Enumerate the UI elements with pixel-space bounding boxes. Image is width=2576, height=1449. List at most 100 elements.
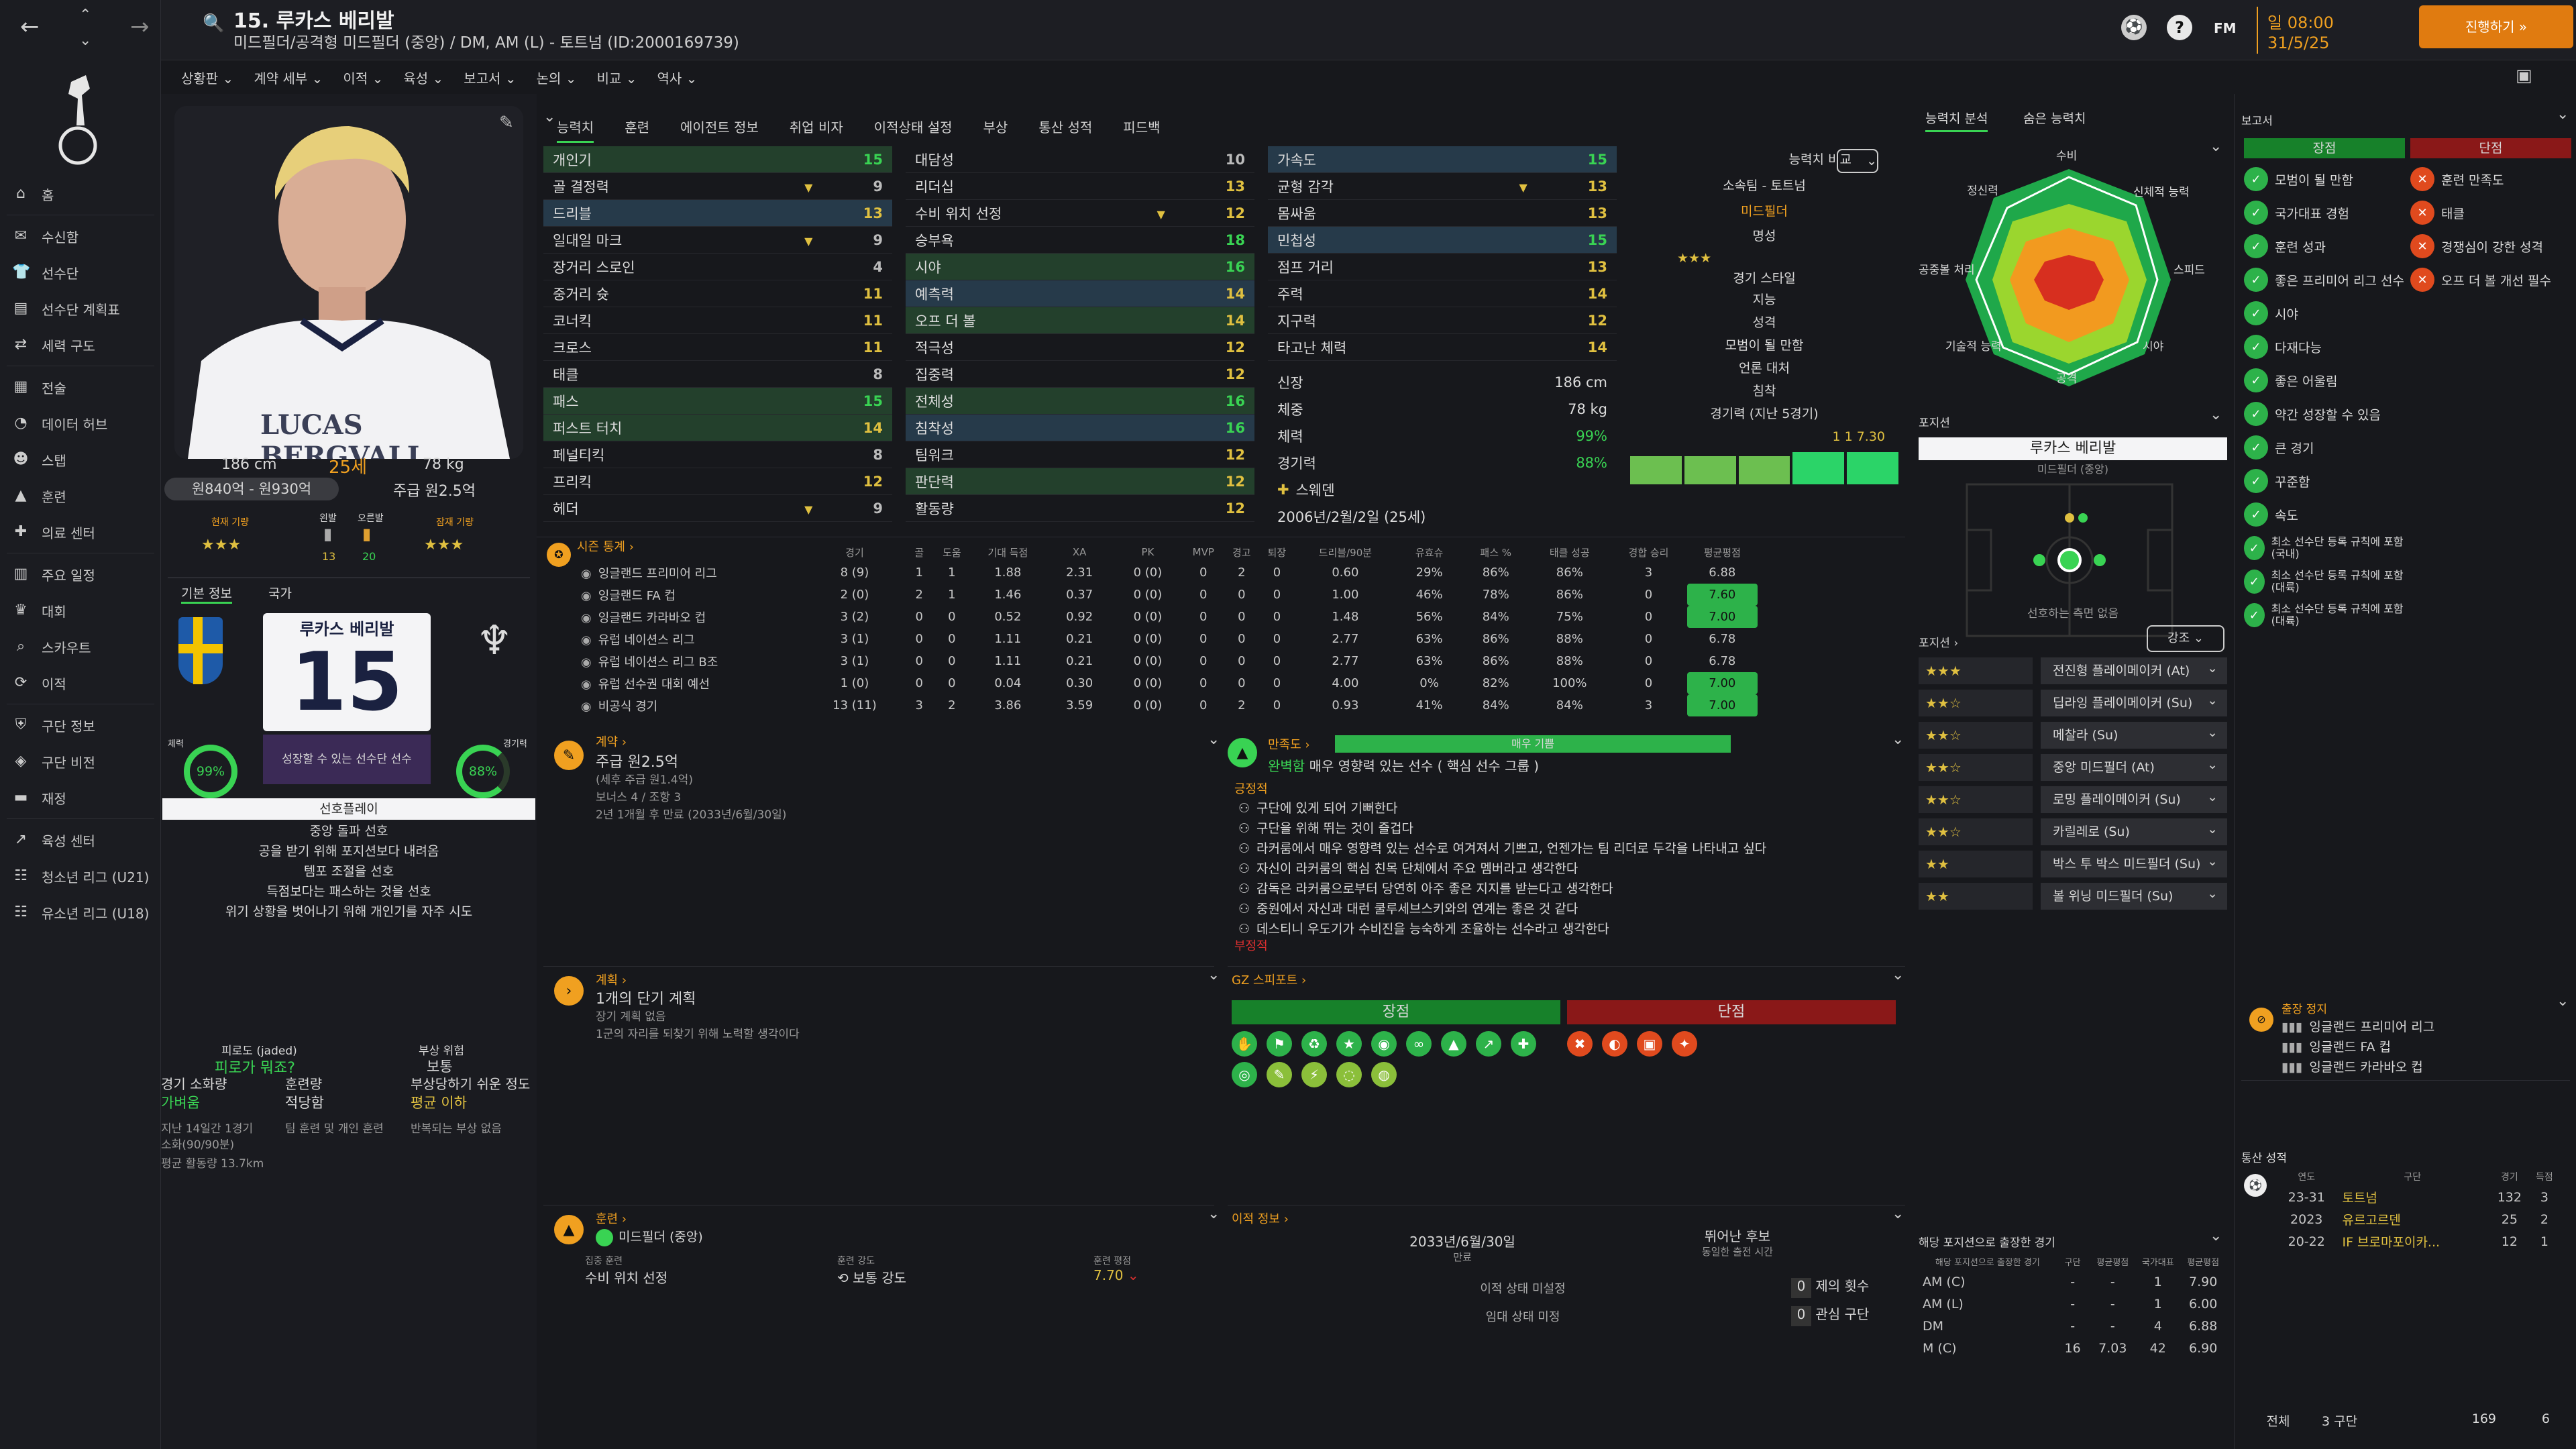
scout-weakness-icon[interactable]: ◐ [1602,1031,1627,1057]
scout-strength-icon[interactable]: ◌ [1336,1062,1362,1087]
attribute-row[interactable]: 골 결정력 ▼ 9 [543,173,892,200]
tab-item[interactable]: 통산 성적 [1038,119,1093,136]
attribute-row[interactable]: 팀워크 12 [906,441,1254,468]
nav-item-staff[interactable]: ☻ 스탭 [0,441,161,478]
stats-row[interactable]: ◉ 유럽 선수권 대회 예선 1 (0) 0 0 0.04 0.30 0 (0) 0 0 0 4.00… [577,672,1758,694]
role-select[interactable]: 딥라잉 플레이메이커 (Su) [2041,687,2227,716]
scout-strength-icon[interactable]: ⚑ [1267,1031,1292,1057]
compare-dropdown[interactable]: ⌄ [1837,149,1878,173]
happiness-title[interactable]: 만족도 › [1268,738,1310,752]
stats-header-cell[interactable]: 경고 [1232,546,1251,559]
nav-item-scout[interactable]: ⌕ 스카우트 [0,629,161,665]
scout-title[interactable]: GZ 스피포트 › [1232,973,1307,987]
training-title[interactable]: 훈련 › [596,1212,627,1226]
stats-header-cell[interactable]: 태클 성공 [1549,546,1590,559]
attribute-row[interactable]: 민첩성 15 [1268,227,1617,254]
attribute-row[interactable]: 개인기 15 [543,146,892,173]
tab-nation[interactable]: 국가 [268,586,292,601]
attribute-row[interactable]: 태클 8 [543,361,892,388]
subnav-item[interactable]: 역사 ⌄ [657,70,698,87]
fm-menu-button[interactable]: FM [2214,20,2237,36]
role-select[interactable]: 박스 투 박스 미드필더 (Su) [2041,848,2227,877]
scout-strength-icon[interactable]: ✎ [1267,1062,1292,1087]
stats-header-cell[interactable]: 경기 [845,546,864,559]
report-con-item[interactable]: ✕ 경쟁심이 강한 성격 [2410,229,2574,263]
roles-title[interactable]: 포지션 › [1919,637,1959,650]
tab-item[interactable]: 에이전트 정보 [680,119,759,136]
report-pro-item[interactable]: ✓ 좋은 어울림 [2244,364,2408,397]
scout-strength-icon[interactable]: ✚ [1511,1031,1536,1057]
subnav-item[interactable]: 육성 ⌄ [403,70,444,87]
attribute-row[interactable]: 수비 위치 선정 ▼ 12 [906,200,1254,227]
attribute-row[interactable]: 주력 14 [1268,280,1617,307]
attribute-row[interactable]: 집중력 12 [906,361,1254,388]
panel-collapse-icon[interactable]: ⌄ [543,109,556,125]
scout-strength-icon[interactable]: ⚡ [1301,1062,1327,1087]
forward-arrow-icon[interactable]: → [130,13,150,40]
report-pro-item[interactable]: ✓ 최소 선수단 등록 규칙에 포함(대륙) [2244,598,2408,632]
nav-item-shirt[interactable]: 👕 선수단 [0,254,161,290]
stats-row[interactable]: ◉ 비공식 경기 13 (11) 3 2 3.86 3.59 0 (0) 0 2 0 0.93 41% 8… [577,694,1758,716]
subnav-item[interactable]: 이적 ⌄ [343,70,384,87]
stats-row[interactable]: ◉ 유럽 네이션스 리그 3 (1) 0 0 1.11 0.21 0 (0) 0 0 0 2.77 63… [577,628,1758,650]
scout-weakness-icon[interactable]: ✖ [1567,1031,1593,1057]
layout-icon[interactable]: ▣ [2516,66,2532,86]
career-row[interactable]: 20-22 IF 브로마포이카... 12 1 [2275,1230,2557,1252]
stats-header-cell[interactable]: 패스 % [1480,546,1512,559]
nav-item-inbox[interactable]: ✉ 수신함 [0,218,161,254]
nav-item-u21[interactable]: ☷ 청소년 리그 (U21) [0,858,161,894]
career-row[interactable]: 2023 유르고르덴 25 2 [2275,1208,2557,1230]
edit-icon[interactable]: ✎ [499,113,514,133]
report-con-item[interactable]: ✕ 훈련 만족도 [2410,162,2574,196]
report-pro-item[interactable]: ✓ 최소 선수단 등록 규칙에 포함(대륙) [2244,565,2408,598]
report-con-item[interactable]: ✕ 오프 더 볼 개선 필수 [2410,263,2574,297]
report-pro-item[interactable]: ✓ 훈련 성과 [2244,229,2408,263]
scout-strength-icon[interactable]: ◎ [1232,1062,1257,1087]
subnav-item[interactable]: 논의 ⌄ [536,70,577,87]
collapse-icon[interactable]: ⌄ [2210,138,2222,155]
scout-strength-icon[interactable]: ♻ [1301,1031,1327,1057]
attribute-row[interactable]: 승부욕 18 [906,227,1254,254]
tab-item[interactable]: 부상 [983,119,1008,136]
collapse-icon[interactable]: ⌄ [2210,1228,2222,1244]
tab-attribute-analysis[interactable]: 능력치 분석 [1925,107,1988,132]
tab-item[interactable]: 피드백 [1123,119,1161,136]
attribute-row[interactable]: 중거리 슛 11 [543,280,892,307]
report-pro-item[interactable]: ✓ 다재다능 [2244,330,2408,364]
stats-header-cell[interactable]: 퇴장 [1267,546,1287,559]
collapse-icon[interactable]: ⌄ [1892,1205,1904,1222]
stats-header-cell[interactable]: 유효슈 [1415,546,1444,559]
role-select[interactable]: 메찰라 (Su) [2041,719,2227,749]
attribute-row[interactable]: 예측력 14 [906,280,1254,307]
tab-item[interactable]: 훈련 [625,119,650,136]
continue-button[interactable]: 진행하기 » [2419,5,2573,48]
report-pro-item[interactable]: ✓ 꾸준함 [2244,464,2408,498]
stats-header-cell[interactable]: 도움 [943,546,961,559]
attribute-row[interactable]: 전체성 16 [906,388,1254,415]
collapse-icon[interactable]: ⌄ [1208,1205,1220,1222]
attribute-row[interactable]: 드리블 13 [543,200,892,227]
contract-title[interactable]: 계약 › [596,735,627,749]
stats-row[interactable]: ◉ 잉글랜드 FA 컵 2 (0) 2 1 1.46 0.37 0 (0) 0 0 0 1.00 46%… [577,584,1758,606]
tab-basic-info[interactable]: 기본 정보 [181,584,232,604]
strength-dropdown[interactable]: 강조 ⌄ [2147,625,2224,652]
stats-header-cell[interactable]: XA [1072,546,1087,558]
role-select[interactable]: 전진형 플레이메이커 (At) [2041,655,2227,684]
tab-item[interactable]: 취업 비자 [789,119,843,136]
nav-item-development[interactable]: ↗ 육성 센터 [0,822,161,858]
scout-strength-icon[interactable]: ◉ [1371,1031,1397,1057]
fatigue-link[interactable]: 피로가 뭐죠? [215,1060,295,1077]
report-con-item[interactable]: ✕ 태클 [2410,196,2574,229]
stats-header-cell[interactable]: 경합 승리 [1628,546,1669,559]
plan-title[interactable]: 계획 › [596,973,627,987]
attribute-row[interactable]: 헤더 ▼ 9 [543,495,892,522]
collapse-icon[interactable]: ⌄ [2557,106,2569,123]
scout-strength-icon[interactable]: ✋ [1232,1031,1257,1057]
attribute-row[interactable]: 점프 거리 13 [1268,254,1617,280]
ball-icon[interactable]: ⚽ [2121,15,2147,40]
nav-item-dynamics[interactable]: ⇄ 세력 구도 [0,327,161,363]
role-select[interactable]: 중앙 미드필더 (At) [2041,751,2227,781]
nav-item-finance[interactable]: ▬ 재정 [0,780,161,816]
subnav-item[interactable]: 계약 세부 ⌄ [254,70,323,87]
stats-header-cell[interactable]: 골 [914,546,924,559]
